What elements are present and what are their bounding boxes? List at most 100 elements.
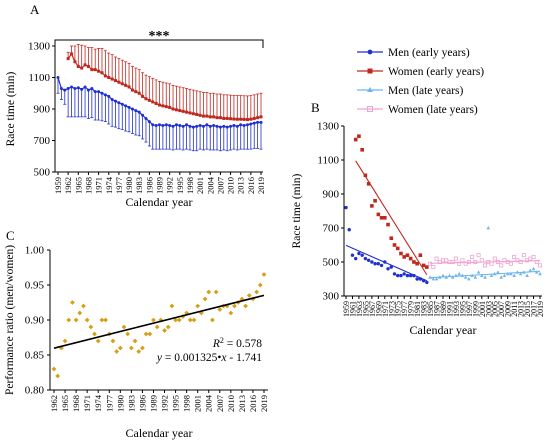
data-point [450, 275, 455, 279]
data-point [62, 338, 68, 344]
x-tick-label: 1977 [114, 177, 124, 194]
data-point [191, 125, 195, 129]
data-point [185, 110, 189, 114]
y-tick-label: 0.80 [25, 385, 45, 397]
data-point [143, 331, 149, 337]
data-point [373, 199, 377, 203]
data-point [512, 273, 516, 277]
data-point [168, 105, 172, 109]
y-axis-label: Performance ratio (men/women) [4, 245, 16, 395]
data-point [259, 120, 263, 124]
legend-marker [367, 68, 373, 74]
data-point [161, 124, 165, 128]
data-point [208, 115, 212, 119]
data-point [215, 116, 219, 120]
data-point [100, 71, 104, 75]
data-point [499, 275, 503, 279]
data-point [489, 273, 494, 277]
data-point [392, 272, 397, 276]
legend-item: Men (early years) [357, 47, 470, 59]
data-point [531, 254, 536, 259]
data-point [470, 254, 475, 259]
x-tick-label: 1977 [400, 301, 409, 317]
data-point [405, 253, 410, 257]
data-point [147, 331, 153, 337]
data-point [83, 85, 87, 89]
data-point [90, 87, 94, 91]
data-point [188, 111, 192, 115]
x-axis-label: Calendar year [126, 426, 193, 440]
data-point [147, 120, 151, 124]
x-tick-label: 2007 [215, 395, 225, 412]
data-point [528, 268, 533, 272]
y-tick-label: 500 [34, 167, 51, 179]
data-point [124, 83, 128, 87]
data-point [376, 212, 381, 217]
data-point [499, 263, 504, 268]
data-point [97, 90, 101, 94]
data-point [483, 275, 487, 279]
x-tick-label: 1992 [160, 395, 170, 412]
x-tick-label: 1992 [165, 177, 175, 194]
data-point [110, 77, 114, 81]
data-point [431, 265, 436, 270]
x-tick-label: 2017 [530, 301, 539, 317]
data-point [239, 117, 243, 121]
data-point [360, 253, 364, 257]
data-point [188, 124, 192, 128]
data-point [396, 273, 400, 278]
data-point [66, 317, 72, 323]
x-tick-label: 1971 [381, 301, 390, 317]
data-point [134, 90, 138, 94]
data-point [198, 113, 202, 117]
data-point [366, 182, 371, 186]
data-point [141, 94, 145, 98]
eq-x: x [220, 352, 227, 364]
data-point [110, 98, 114, 102]
data-point [486, 226, 491, 230]
data-point [92, 331, 97, 337]
data-point [425, 280, 429, 285]
y-tick-label: 1100 [317, 155, 339, 167]
y-tick-label: 500 [323, 257, 340, 269]
data-point [154, 324, 160, 330]
data-point [350, 253, 355, 257]
data-point [181, 124, 185, 128]
data-point [525, 273, 529, 277]
panel-a-letter: A [30, 2, 40, 17]
data-point [379, 263, 384, 268]
data-point [73, 60, 77, 64]
data-point [402, 272, 406, 276]
legend: Men (early years) Women (early years) Men … [357, 47, 484, 116]
data-point [103, 317, 108, 323]
data-point [120, 82, 124, 86]
data-point [363, 256, 368, 261]
data-point [195, 303, 201, 309]
data-point [259, 115, 263, 119]
data-point [463, 275, 468, 279]
data-point [383, 216, 387, 220]
x-tick-label: 1985 [426, 301, 435, 317]
data-point [496, 270, 500, 274]
x-tick-label: 1986 [144, 177, 154, 194]
data-point [110, 338, 116, 344]
data-point [252, 121, 256, 125]
data-point [83, 63, 87, 67]
x-tick-label: 1998 [185, 177, 195, 194]
data-point [225, 116, 229, 120]
x-tick-label: 1971 [82, 395, 92, 412]
x-tick-label: 1973 [387, 301, 396, 317]
x-tick-label: 2001 [193, 395, 203, 412]
data-point [228, 310, 234, 316]
data-point [405, 273, 410, 278]
x-tick-label: 1989 [439, 301, 448, 317]
x-tick-label: 1991 [445, 301, 454, 317]
y-tick-label: 1300 [28, 41, 51, 53]
data-point [70, 52, 74, 56]
series-a-1 [66, 44, 263, 122]
data-point [457, 271, 461, 276]
y-tick-label: 0.95 [25, 280, 45, 292]
x-tick-label: 1962 [63, 177, 73, 194]
data-point [229, 124, 233, 128]
